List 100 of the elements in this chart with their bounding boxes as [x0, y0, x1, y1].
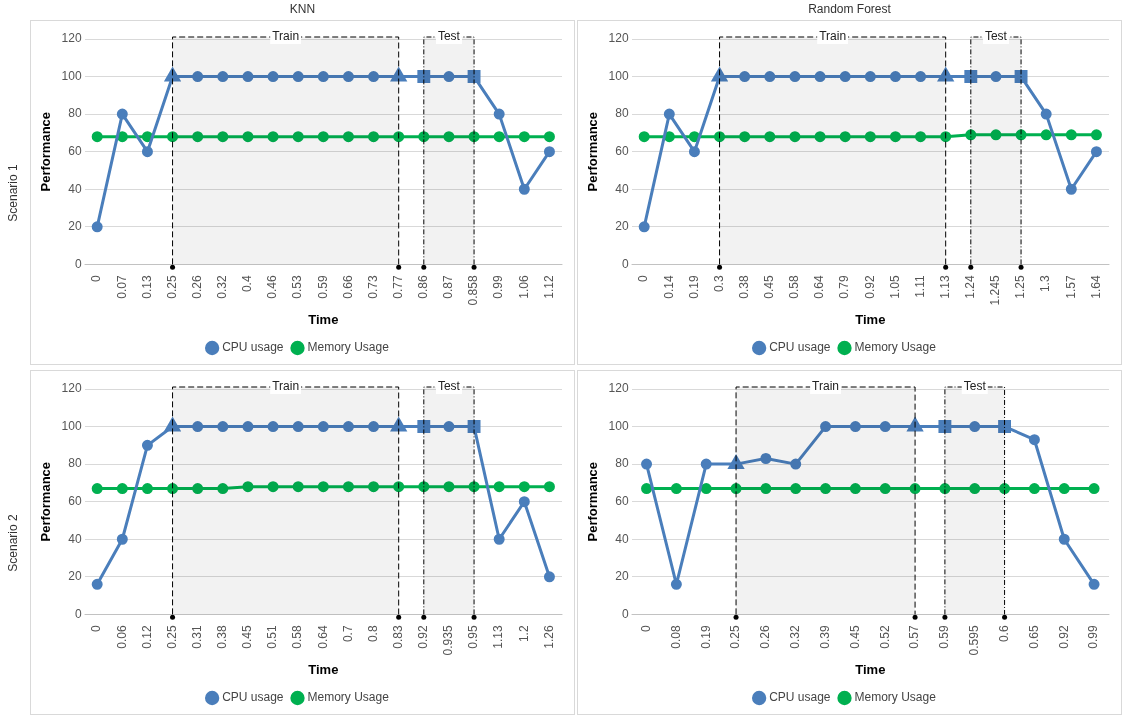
y-tick-label: 0 [74, 606, 82, 621]
x-tick-label: 0.99 [1086, 625, 1101, 649]
y-tick-label: 120 [608, 31, 629, 46]
point [242, 71, 254, 83]
x-tick-label: 0.65 [1026, 625, 1041, 649]
point [814, 71, 826, 83]
point [267, 71, 279, 83]
chart-title: KNN [288, 2, 317, 18]
point [418, 481, 430, 493]
x-tick-label: 0.77 [391, 275, 405, 299]
x-tick-label: 1.245 [988, 275, 1003, 306]
point [292, 131, 304, 143]
point [969, 421, 981, 433]
point [820, 483, 832, 495]
y-axis-title: Performance [38, 111, 54, 192]
band-label: Test [437, 29, 461, 44]
point [915, 71, 927, 83]
point [493, 108, 505, 120]
text: Scenario 2 [6, 513, 20, 572]
x-tick-label: 0.92 [862, 275, 877, 299]
band-label: Test [984, 29, 1008, 44]
point [217, 131, 229, 143]
point [999, 483, 1011, 495]
x-tick-label: 1.3 [1038, 275, 1053, 293]
x-tick-label: 0.19 [698, 625, 713, 649]
x-tick-label: 1.25 [1013, 275, 1028, 299]
legend-label: CPU usage [222, 690, 284, 705]
point [889, 131, 901, 143]
point [998, 420, 1012, 434]
x-tick-label: 0.595 [967, 625, 982, 656]
point [267, 421, 279, 433]
y-tick-label: 60 [68, 144, 82, 158]
point [760, 452, 772, 464]
point [116, 483, 128, 495]
x-tick-label: 0.46 [265, 275, 280, 299]
x-tick-label: 0.64 [812, 275, 827, 299]
x-tick-label: 0.92 [1056, 625, 1071, 649]
point [141, 131, 153, 143]
point [1040, 129, 1052, 141]
point [688, 131, 700, 143]
point [969, 483, 981, 495]
point [764, 71, 776, 83]
y-tick-label: 0 [621, 256, 629, 271]
x-tick-label: 0.13 [139, 275, 154, 299]
x-axis-title: Time [308, 661, 339, 677]
y-tick-label: 40 [68, 181, 82, 196]
y-tick-label: 100 [608, 418, 629, 433]
x-tick-label: 0.45 [762, 275, 777, 299]
x-tick-label: 0.14 [661, 275, 676, 299]
point [889, 71, 901, 83]
y-tick-label: 20 [615, 569, 629, 584]
point [493, 481, 505, 493]
point [192, 131, 204, 143]
point [443, 131, 455, 143]
point [418, 131, 430, 143]
point [638, 221, 650, 233]
x-tick-label: 0.6 [996, 625, 1011, 643]
point [417, 70, 431, 84]
point [242, 481, 254, 493]
x-tick-label: 0.858 [466, 275, 481, 306]
point [1040, 108, 1052, 120]
y-tick-label: 40 [615, 181, 629, 196]
point [518, 481, 530, 493]
x-tick-label: 0.87 [441, 275, 456, 299]
point [820, 421, 832, 433]
point [192, 71, 204, 83]
x-tick-label: 0.25 [164, 625, 179, 649]
y-axis-title: Performance [38, 461, 54, 542]
x-tick-label: 1.64 [1088, 275, 1103, 299]
x-tick-label: 1.06 [516, 275, 531, 299]
x-tick-label: 0.32 [788, 625, 803, 649]
y-tick-label: 20 [68, 219, 82, 234]
point [760, 483, 772, 495]
point [849, 421, 861, 433]
point [267, 481, 279, 493]
point [443, 421, 455, 433]
point [518, 131, 530, 143]
y-tick-label: 80 [615, 456, 629, 471]
x-tick-label: 1.26 [541, 625, 556, 649]
y-tick-label: 80 [615, 106, 629, 121]
x-tick-label: 0.59 [937, 625, 952, 649]
x-tick-label: 0.66 [340, 275, 355, 299]
point [342, 71, 354, 83]
point [317, 421, 329, 433]
point [1088, 578, 1100, 590]
y-tick-label: 0 [74, 256, 82, 271]
x-tick-label: 0.58 [290, 625, 305, 649]
point [518, 183, 530, 195]
point [990, 71, 1002, 83]
x-tick-label: 0.99 [491, 275, 506, 299]
x-tick-label: 0.79 [837, 275, 852, 299]
point [879, 421, 891, 433]
point [342, 481, 354, 493]
x-tick-label: 0.19 [686, 275, 701, 299]
x-tick-label: 0.45 [240, 625, 255, 649]
x-tick-label: 0.73 [365, 275, 380, 299]
y-tick-label: 100 [61, 418, 82, 433]
point [739, 71, 751, 83]
x-tick-label: 0.25 [164, 275, 179, 299]
point [1088, 483, 1100, 495]
